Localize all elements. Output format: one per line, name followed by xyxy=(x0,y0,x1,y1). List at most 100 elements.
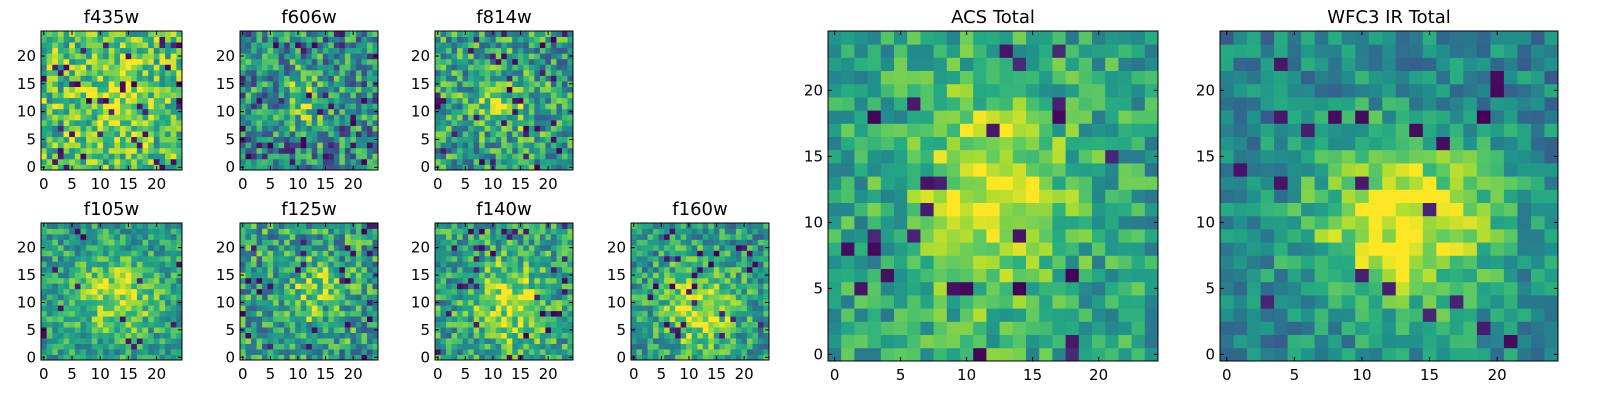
heatmap-cell xyxy=(1039,268,1053,283)
heatmap-cell xyxy=(752,299,759,306)
heatmap-cell xyxy=(446,294,452,301)
heatmap-cell xyxy=(973,149,987,164)
heatmap-cell xyxy=(52,294,59,301)
heatmap-cell xyxy=(752,228,759,235)
heatmap-cell xyxy=(74,272,81,279)
heatmap-cell xyxy=(556,36,563,43)
heatmap-cell xyxy=(339,153,346,160)
heatmap-cell xyxy=(366,58,373,65)
heatmap-cell xyxy=(1105,242,1119,256)
heatmap-cell xyxy=(322,153,329,160)
heatmap-cell xyxy=(311,283,318,290)
heatmap-cell xyxy=(267,97,274,104)
heatmap-cell xyxy=(333,158,340,165)
heatmap-cell xyxy=(708,349,715,355)
heatmap-cell xyxy=(946,308,961,322)
heatmap-cell xyxy=(273,294,280,301)
heatmap-cell xyxy=(251,272,257,279)
heatmap-cell xyxy=(119,228,126,235)
heatmap-cell xyxy=(328,223,335,229)
heatmap-cell xyxy=(653,255,659,262)
heatmap-cell xyxy=(97,272,104,279)
heatmap-cell xyxy=(841,229,855,243)
heatmap-cell xyxy=(52,310,59,317)
heatmap-cell xyxy=(108,327,115,333)
heatmap-cell xyxy=(669,244,676,251)
heatmap-cell xyxy=(176,92,183,99)
heatmap-cell xyxy=(697,277,704,284)
heatmap-cell xyxy=(473,338,480,344)
heatmap-cell xyxy=(91,108,98,115)
heatmap-cell xyxy=(80,81,87,87)
heatmap-cell xyxy=(97,114,104,121)
heatmap-cell xyxy=(550,103,557,110)
heatmap-cell xyxy=(46,69,53,76)
heatmap-cell xyxy=(350,228,357,235)
heatmap-cell xyxy=(300,321,307,328)
heatmap-cell xyxy=(176,294,183,301)
heatmap-cell xyxy=(457,69,463,76)
heatmap-cell xyxy=(986,255,1000,269)
heatmap-cell xyxy=(451,58,458,65)
heatmap-cell xyxy=(501,92,508,99)
heatmap-cell xyxy=(1078,281,1093,296)
heatmap-cell xyxy=(484,142,491,149)
heatmap-cell xyxy=(534,223,541,229)
heatmap-cell xyxy=(131,147,138,154)
heatmap-cell xyxy=(1131,308,1146,322)
heatmap-cell xyxy=(828,255,842,269)
heatmap-cell xyxy=(490,131,497,138)
heatmap-cell xyxy=(300,332,307,339)
heatmap-cell xyxy=(539,64,546,71)
heatmap-cell xyxy=(119,283,126,290)
heatmap-cell xyxy=(344,305,351,312)
heatmap-cell xyxy=(46,244,53,251)
heatmap-cell xyxy=(1092,215,1106,230)
heatmap-cell xyxy=(119,316,126,323)
heatmap-cell xyxy=(724,239,731,246)
heatmap-cell xyxy=(550,42,557,49)
heatmap-cell xyxy=(125,305,132,312)
heatmap-cell xyxy=(479,108,486,115)
heatmap-cell xyxy=(636,266,643,273)
heatmap-cell xyxy=(512,81,519,87)
heatmap-cell xyxy=(730,299,737,306)
heatmap-cell xyxy=(719,255,726,262)
x-tick-label: 10 xyxy=(288,365,307,383)
heatmap-cell xyxy=(278,277,285,284)
heatmap-cell xyxy=(339,142,346,149)
heatmap-cell xyxy=(148,233,155,240)
heatmap-cell xyxy=(80,316,87,323)
heatmap-cell xyxy=(828,281,842,296)
heatmap-cell xyxy=(440,103,447,110)
heatmap-cell xyxy=(350,81,357,87)
heatmap-cell xyxy=(539,75,546,82)
y-tick-label: 15 xyxy=(607,266,626,284)
heatmap-cell xyxy=(300,233,307,240)
heatmap-cell xyxy=(495,42,502,49)
heatmap-cell xyxy=(306,239,313,246)
heatmap-cell xyxy=(512,244,519,251)
heatmap-cell xyxy=(80,92,87,99)
heatmap-cell xyxy=(1131,255,1146,269)
heatmap-cell xyxy=(556,338,563,344)
heatmap-cell xyxy=(501,42,508,49)
heatmap-cell xyxy=(355,354,362,361)
heatmap-cell xyxy=(462,332,469,339)
heatmap-cell xyxy=(267,142,274,149)
heatmap-cell xyxy=(473,158,480,165)
heatmap-cell xyxy=(686,321,693,328)
heatmap-cell xyxy=(108,349,115,355)
heatmap-cell xyxy=(854,281,868,296)
heatmap-cell xyxy=(159,239,166,246)
heatmap-cell xyxy=(1039,163,1053,177)
heatmap-cell xyxy=(752,272,759,279)
heatmap-cell xyxy=(435,305,441,312)
heatmap-cell xyxy=(366,81,373,87)
heatmap-cell xyxy=(97,69,104,76)
heatmap-cell xyxy=(322,244,329,251)
heatmap-cell xyxy=(57,239,64,246)
heatmap-cell xyxy=(322,103,329,110)
heatmap-cell xyxy=(473,136,480,143)
heatmap-cell xyxy=(567,64,574,71)
